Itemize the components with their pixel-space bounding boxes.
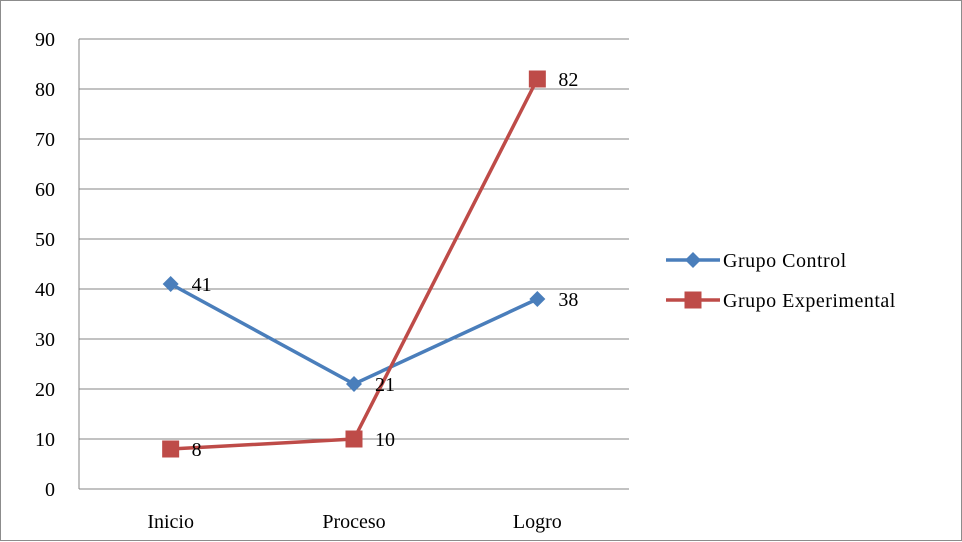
legend-label: Grupo Control: [723, 250, 847, 272]
data-label: 82: [558, 69, 578, 91]
series-line-control: [169, 282, 539, 386]
legend-marker: [685, 252, 701, 268]
data-label: 21: [375, 374, 395, 396]
series-line-experimental: [170, 78, 539, 451]
y-tick-label: 70: [35, 129, 55, 151]
y-tick-label: 30: [35, 329, 55, 351]
data-label: 41: [192, 274, 212, 296]
legend-label: Grupo Experimental: [723, 290, 896, 312]
data-label: 38: [558, 289, 578, 311]
x-tick-label: Proceso: [322, 511, 385, 533]
x-tick-label: Logro: [513, 511, 562, 533]
data-point-marker: [345, 430, 363, 448]
y-tick-label: 50: [35, 229, 55, 251]
data-point-marker: [346, 376, 362, 392]
data-point-marker: [162, 276, 179, 292]
y-tick-label: 80: [35, 79, 55, 101]
y-tick-label: 90: [35, 29, 55, 51]
y-tick-label: 40: [35, 279, 55, 301]
y-tick-label: 60: [35, 179, 55, 201]
data-point-marker: [528, 70, 546, 88]
x-tick-label: Inicio: [147, 511, 194, 533]
data-point-marker: [529, 291, 546, 307]
y-tick-label: 0: [45, 479, 55, 501]
data-label: 10: [375, 429, 395, 451]
y-tick-label: 20: [35, 379, 55, 401]
y-tick-label: 10: [35, 429, 55, 451]
legend-marker: [684, 291, 702, 309]
data-point-marker: [162, 440, 180, 458]
data-label: 8: [192, 439, 202, 461]
